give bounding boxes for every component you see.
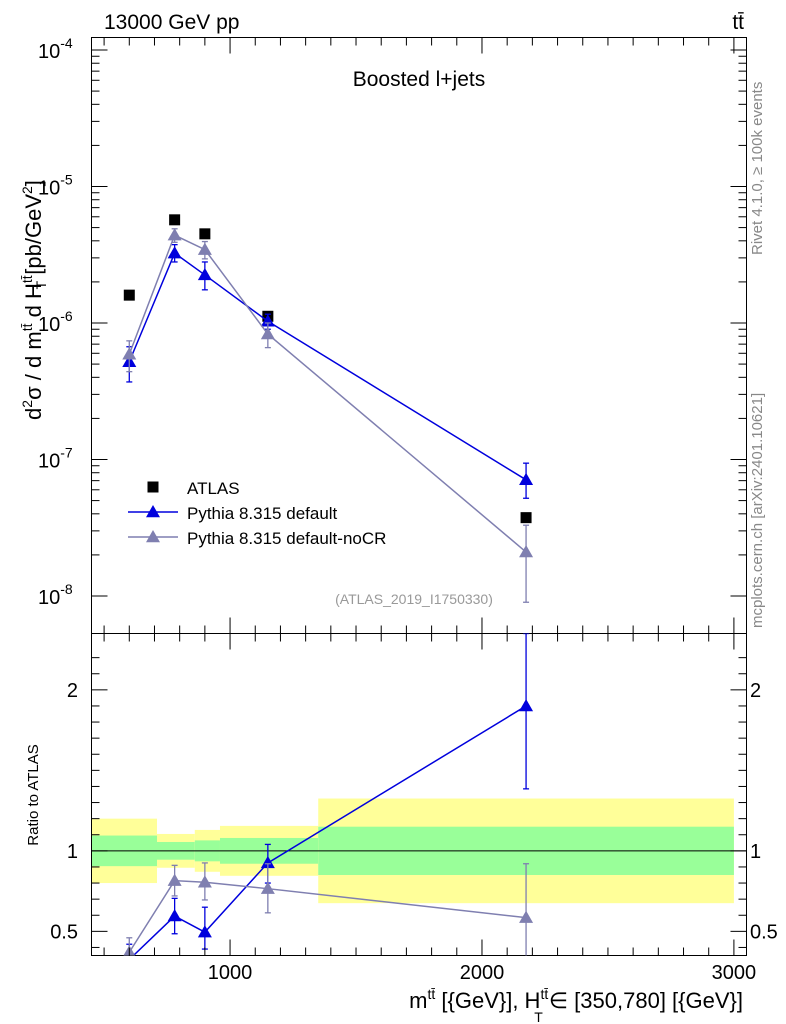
- main-axis-ticks: 10-810-710-610-510-4: [38, 35, 747, 609]
- legend-label: Pythia 8.315 default-noCR: [187, 529, 386, 548]
- ylabel-d: d: [21, 408, 46, 420]
- ylabel-unit: [pb/GeV: [21, 194, 46, 281]
- legend-marker-mc: [146, 530, 160, 543]
- ylabel-sup-2: 2: [19, 400, 35, 408]
- legend-marker-atlas: [147, 481, 159, 493]
- ratio-data-point-1: [260, 881, 275, 894]
- x-axis: 1000 2000 3000: [103, 37, 757, 984]
- y-tick-label-exponent: -8: [60, 581, 73, 597]
- mc-data-point-2: [197, 242, 212, 255]
- xlabel-unit-h: [{GeV}], H: [435, 988, 540, 1013]
- legend-marker-mc: [146, 505, 160, 518]
- chart-title: Boosted l+jets: [353, 68, 486, 91]
- y-tick-label-exponent: -7: [60, 445, 73, 461]
- ratio-y-tick-label-right: 2: [750, 680, 761, 702]
- legend: ATLAS Pythia 8.315 default Pythia 8.315 de…: [128, 479, 386, 548]
- ratio-data-point-1: [167, 873, 182, 886]
- y-tick-label-base: 10: [38, 41, 60, 63]
- x-tick-label: 2000: [460, 962, 505, 984]
- y-tick-label-exponent: -5: [60, 172, 73, 188]
- ratio-y-tick-label-left: 2: [67, 680, 78, 702]
- ratio-plot-frame: [91, 633, 747, 956]
- mc-data-point-2: [260, 327, 275, 340]
- mc-data-point-2: [122, 347, 137, 360]
- x-tick-label: 1000: [208, 962, 253, 984]
- ratio-data-point-0: [197, 925, 212, 938]
- ratio-axis-ticks: 0.5 0.5 1 1 2 2: [50, 657, 778, 948]
- mc-data-point-1: [197, 267, 212, 281]
- ratio-y-tick-label-left: 1: [67, 841, 78, 863]
- atlas-data-point: [520, 512, 532, 524]
- y-tick-label-base: 10: [38, 587, 60, 609]
- ylabel-unit-close: ]: [21, 180, 46, 186]
- ratio-data-point-0: [260, 855, 275, 869]
- rivet-version-label: Rivet 4.1.0, ≥ 100k events: [749, 82, 766, 255]
- ratio-y-tick-label-left: 0.5: [50, 921, 78, 943]
- y-tick-label-base: 10: [38, 178, 60, 200]
- ratio-data-point-0: [167, 909, 182, 922]
- ylabel-dsigma-dm: σ / d m: [21, 331, 46, 400]
- x-tick-label: 3000: [712, 962, 757, 984]
- ratio-data-point-1: [519, 910, 534, 923]
- ratio-y-tick-label-right: 1: [750, 841, 761, 863]
- xlabel-sup-tt-2: tt̄: [540, 986, 548, 1002]
- ratio-data-point-0: [519, 698, 534, 712]
- ratio-series-group: [123, 633, 534, 956]
- y-tick-label-base: 10: [38, 451, 60, 473]
- ylabel-dh: d H: [21, 283, 46, 323]
- mc-data-point-1: [167, 246, 182, 259]
- main-ylabel: d2σ / d mtt̄ d Htt̄T [pb/GeV2]: [19, 180, 49, 420]
- ratio-ylabel: Ratio to ATLAS: [25, 744, 42, 845]
- ratio-data-point-1: [197, 875, 212, 888]
- y-tick-label: 10-8: [38, 581, 73, 609]
- y-tick-label: 10-4: [38, 35, 73, 63]
- y-tick-label: 10-5: [38, 172, 73, 200]
- xlabel-m: m: [409, 988, 427, 1013]
- mc-data-point-2: [167, 228, 182, 241]
- ratio-y-tick-label-right: 0.5: [750, 921, 778, 943]
- atlas-data-point: [123, 289, 135, 301]
- y-tick-label-exponent: -6: [60, 308, 73, 324]
- y-tick-label-base: 10: [38, 314, 60, 336]
- header-energy-label: 13000 GeV pp: [104, 11, 239, 34]
- ratio-panel: 0.5 0.5 1 1 2 2 Ratio to ATLAS: [25, 633, 778, 956]
- xlabel-sup-tt: tt̄: [428, 986, 436, 1002]
- header-process-label: tt̄: [732, 11, 744, 34]
- xlabel-range: ∈ [350,780] [{GeV}]: [543, 988, 743, 1013]
- mc-data-point-1: [260, 314, 275, 327]
- atlas-data-point: [199, 228, 211, 240]
- y-tick-label-exponent: -4: [60, 35, 73, 51]
- ylabel-sub-t: T: [33, 280, 49, 289]
- legend-label: Pythia 8.315 default: [187, 504, 338, 523]
- mc-data-point-2: [519, 545, 534, 558]
- legend-label: ATLAS: [187, 479, 240, 498]
- mc-data-point-1: [519, 472, 534, 486]
- y-tick-label: 10-7: [38, 445, 73, 473]
- ratio-data-layer: [123, 633, 534, 956]
- atlas-data-point: [169, 214, 181, 226]
- ylabel-unit-sup: 2: [19, 186, 35, 194]
- xlabel-sub-t: T: [534, 1009, 543, 1024]
- ratio-uncertainty-bands: [91, 798, 747, 904]
- main-data-layer: [122, 214, 534, 603]
- main-panel: 10-810-710-610-510-4 Boosted l+jets (ATL…: [19, 35, 747, 634]
- ylabel-sup-tt: tt̄: [19, 323, 35, 331]
- mcplots-label: mcplots.cern.ch [arXiv:2401.10621]: [749, 393, 766, 628]
- y-tick-label: 10-6: [38, 308, 73, 336]
- x-axis-label: mtt̄ [{GeV}], Htt̄ T ∈ [350,780] [{GeV}]: [409, 986, 743, 1024]
- mc-series-line-1: [128, 251, 527, 481]
- ylabel-sup-tt-2: tt̄: [19, 275, 35, 283]
- analysis-tag: (ATLAS_2019_I1750330): [335, 591, 493, 607]
